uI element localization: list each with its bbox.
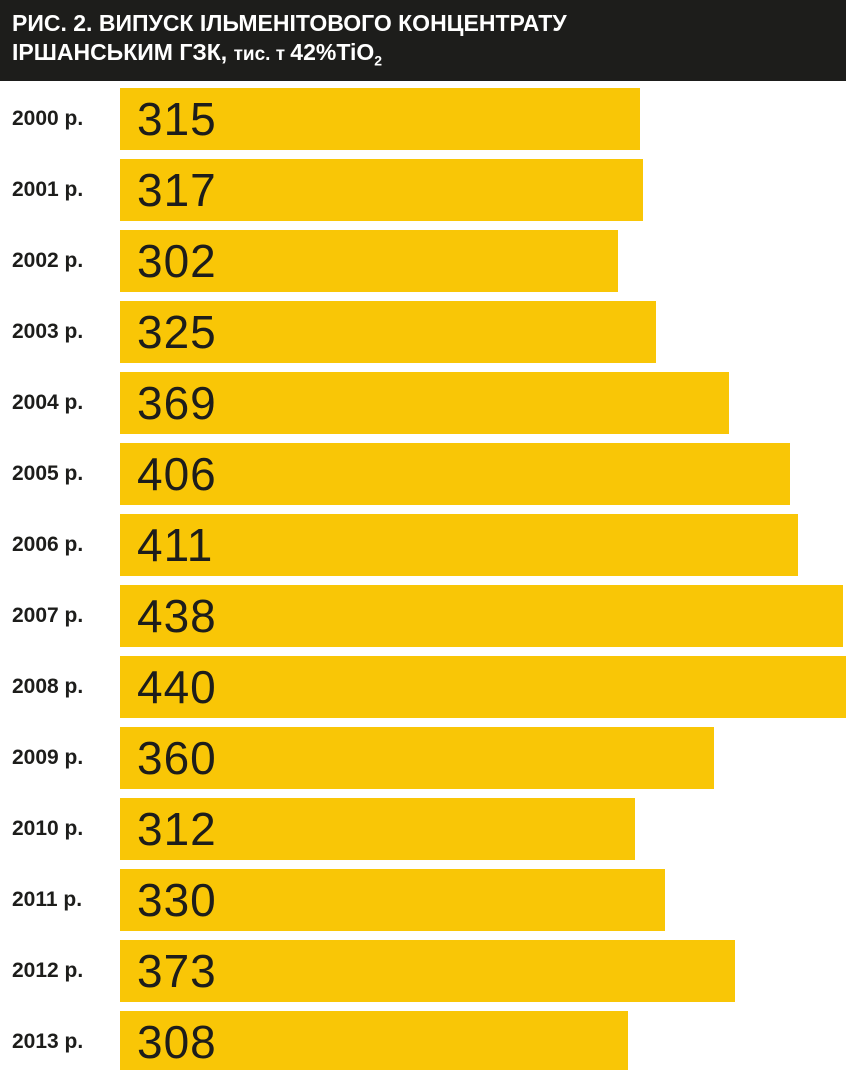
- bar: 411: [120, 514, 799, 577]
- bar-area: 406: [120, 443, 846, 506]
- bar-area: 438: [120, 585, 846, 648]
- value-label: 317: [137, 164, 217, 217]
- bar: 330: [120, 869, 665, 932]
- chart-rows: 2000 р. 315 2001 р. 317 2002 р. 302 2003 р. 325…: [0, 81, 846, 1070]
- bar-area: 373: [120, 940, 846, 1003]
- bar-area: 440: [120, 656, 846, 719]
- year-label: 2008 р.: [12, 675, 84, 699]
- value-label: 330: [137, 874, 217, 927]
- bar-area: 302: [120, 230, 846, 293]
- bar: 369: [120, 372, 729, 435]
- chart-row: 2012 р. 373: [0, 940, 846, 1003]
- bar: 360: [120, 727, 714, 790]
- value-label: 373: [137, 945, 217, 998]
- value-label: 315: [137, 93, 217, 146]
- chart-row: 2007 р. 438: [0, 585, 846, 648]
- value-label: 369: [137, 377, 217, 430]
- bar-area: 312: [120, 798, 846, 861]
- year-label: 2005 р.: [12, 462, 84, 486]
- year-label: 2003 р.: [12, 320, 84, 344]
- value-label: 438: [137, 590, 217, 643]
- chart-row: 2002 р. 302: [0, 230, 846, 293]
- bar-area: 317: [120, 159, 846, 222]
- chart-row: 2005 р. 406: [0, 443, 846, 506]
- year-label: 2009 р.: [12, 746, 84, 770]
- year-label: 2001 р.: [12, 178, 84, 202]
- bar-area: 369: [120, 372, 846, 435]
- chart-row: 2010 р. 312: [0, 798, 846, 861]
- bar: 373: [120, 940, 736, 1003]
- value-label: 440: [137, 661, 217, 714]
- bar: 406: [120, 443, 790, 506]
- chart-title-units: тис. т: [233, 43, 291, 65]
- year-label: 2006 р.: [12, 533, 84, 557]
- bar-area: 360: [120, 727, 846, 790]
- bar: 308: [120, 1011, 629, 1070]
- chart-row: 2011 р. 330: [0, 869, 846, 932]
- chart-row: 2001 р. 317: [0, 159, 846, 222]
- bar-area: 330: [120, 869, 846, 932]
- chart-row: 2003 р. 325: [0, 301, 846, 364]
- bar-area: 325: [120, 301, 846, 364]
- bar: 312: [120, 798, 635, 861]
- year-label: 2010 р.: [12, 817, 84, 841]
- chart-row: 2008 р. 440: [0, 656, 846, 719]
- value-label: 302: [137, 235, 217, 288]
- chart-row: 2013 р. 308: [0, 1011, 846, 1070]
- bar: 440: [120, 656, 846, 719]
- year-label: 2012 р.: [12, 959, 84, 983]
- bar-area: 315: [120, 88, 846, 151]
- value-label: 406: [137, 448, 217, 501]
- chart-row: 2009 р. 360: [0, 727, 846, 790]
- year-label: 2000 р.: [12, 107, 84, 131]
- year-label: 2007 р.: [12, 604, 84, 628]
- bar: 317: [120, 159, 644, 222]
- bar: 325: [120, 301, 657, 364]
- chart-row: 2004 р. 369: [0, 372, 846, 435]
- value-label: 308: [137, 1016, 217, 1069]
- bar: 315: [120, 88, 640, 151]
- value-label: 312: [137, 803, 217, 856]
- chart-row: 2006 р. 411: [0, 514, 846, 577]
- year-label: 2002 р.: [12, 249, 84, 273]
- value-label: 411: [137, 519, 214, 572]
- year-label: 2004 р.: [12, 391, 84, 415]
- chart-title-line2: ІРШАНСЬКИМ ГЗК, тис. т 42%TiO2: [12, 38, 383, 69]
- chart-title-line1: РИС. 2. ВИПУСК ІЛЬМЕНІТОВОГО КОНЦЕНТРАТУ: [12, 10, 567, 36]
- chart-title: РИС. 2. ВИПУСК ІЛЬМЕНІТОВОГО КОНЦЕНТРАТУ…: [0, 0, 846, 82]
- bar-area: 308: [120, 1011, 846, 1070]
- chart-row: 2000 р. 315: [0, 88, 846, 151]
- value-label: 325: [137, 306, 217, 359]
- tio2-subscript: 2: [374, 52, 383, 69]
- bar: 438: [120, 585, 843, 648]
- bar-area: 411: [120, 514, 846, 577]
- year-label: 2011 р.: [12, 888, 83, 912]
- bar: 302: [120, 230, 619, 293]
- value-label: 360: [137, 732, 217, 785]
- year-label: 2013 р.: [12, 1030, 84, 1054]
